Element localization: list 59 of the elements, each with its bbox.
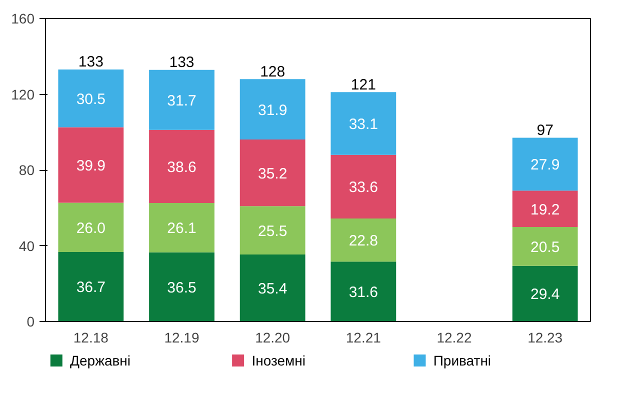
x-tick-label: 12.21 xyxy=(346,330,382,346)
bar xyxy=(240,254,306,322)
data-label: 19.2 xyxy=(530,201,560,218)
bar xyxy=(330,262,396,322)
bar xyxy=(240,79,306,140)
x-tick-label: 12.18 xyxy=(73,330,109,346)
data-label: 30.5 xyxy=(76,90,106,108)
total-label: 133 xyxy=(78,54,104,71)
data-label: 33.1 xyxy=(348,116,378,134)
bar xyxy=(330,218,396,262)
y-tick-label: 40 xyxy=(18,238,35,254)
bar xyxy=(512,138,578,191)
x-tick-label: 12.20 xyxy=(255,330,290,346)
bar xyxy=(512,266,578,322)
bar xyxy=(330,92,396,155)
legend-label: Приватні xyxy=(433,352,492,368)
bar xyxy=(149,70,214,130)
y-tick-label: 160 xyxy=(11,10,35,26)
total-label: 97 xyxy=(536,122,554,139)
data-label: 35.4 xyxy=(258,280,288,298)
x-tick-label: 12.22 xyxy=(436,330,472,346)
bar xyxy=(512,190,578,227)
data-label: 26.0 xyxy=(76,220,106,237)
data-label: 27.9 xyxy=(530,156,560,174)
data-label: 20.5 xyxy=(530,238,560,256)
data-label: 39.9 xyxy=(76,157,106,174)
data-label: 31.7 xyxy=(167,92,196,110)
y-tick-label: 0 xyxy=(26,314,35,330)
data-label: 36.7 xyxy=(76,279,106,296)
y-tick-label: 80 xyxy=(18,162,35,178)
bar xyxy=(58,69,124,128)
bar xyxy=(240,140,306,206)
bar xyxy=(240,206,306,254)
bar xyxy=(149,130,214,203)
data-label: 38.6 xyxy=(167,158,196,176)
data-label: 36.5 xyxy=(167,279,196,296)
total-label: 133 xyxy=(169,54,194,71)
x-tick-label: 12.23 xyxy=(528,330,563,346)
bar xyxy=(149,252,214,322)
x-tick-label: 12.19 xyxy=(164,330,200,346)
total-label: 121 xyxy=(350,76,376,94)
bar xyxy=(512,227,578,266)
legend-label: Державні xyxy=(70,352,131,368)
data-label: 31.6 xyxy=(348,284,378,302)
bar xyxy=(58,202,124,252)
bar xyxy=(330,154,396,218)
bar xyxy=(58,252,124,322)
bar xyxy=(58,127,124,203)
data-label: 22.8 xyxy=(348,232,378,250)
y-tick-label: 120 xyxy=(11,86,35,102)
data-label: 35.2 xyxy=(258,165,288,182)
data-label: 31.9 xyxy=(258,102,288,119)
legend-label: Іноземні xyxy=(252,352,306,368)
data-label: 25.5 xyxy=(258,222,288,240)
data-label: 29.4 xyxy=(530,286,560,304)
bar xyxy=(149,202,214,252)
data-label: 26.1 xyxy=(167,220,196,238)
data-label: 33.6 xyxy=(348,179,378,196)
total-label: 128 xyxy=(260,63,286,80)
